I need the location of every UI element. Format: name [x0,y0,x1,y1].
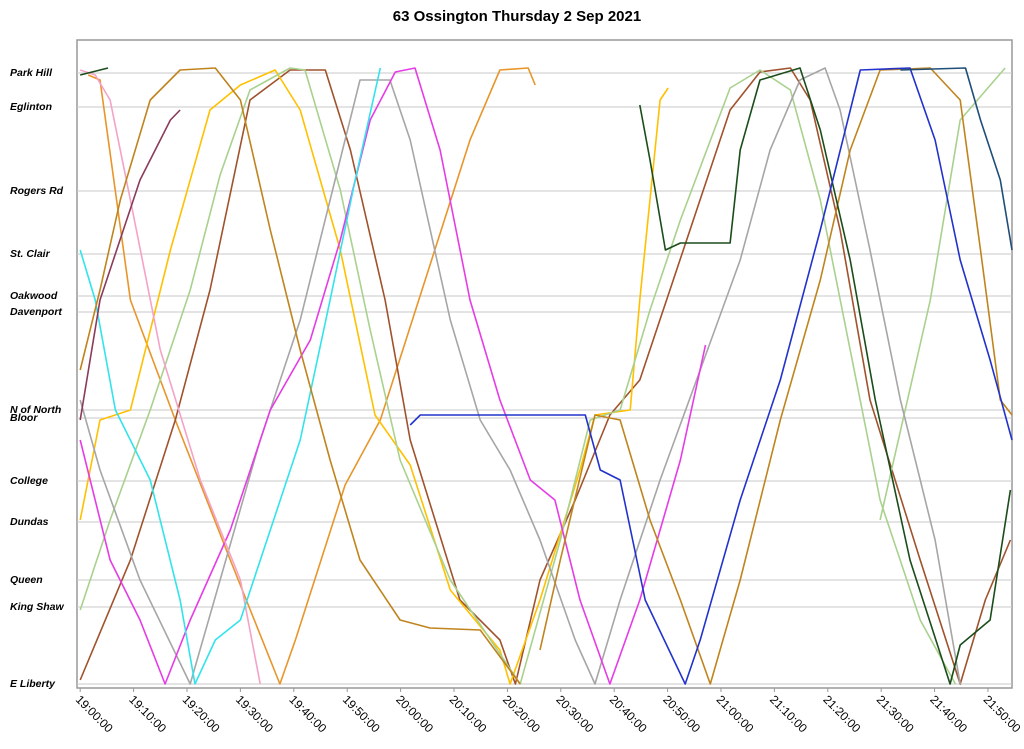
x-tick-label: 20:50:00 [660,692,703,735]
vehicle-trace [900,67,1013,251]
x-tick-label: 20:30:00 [553,692,596,735]
y-tick-label: Park Hill [10,67,53,79]
x-tick-label: 21:50:00 [981,692,1024,735]
vehicle-trace [80,67,109,76]
vehicle-trace [79,69,669,685]
vehicle-trace [79,67,1012,685]
vehicle-trace [79,67,957,685]
x-tick-label: 19:10:00 [126,692,169,735]
y-tick-label: Oakwood [10,290,58,302]
x-tick-label: 21:40:00 [927,692,970,735]
plot-frame [76,39,1013,689]
x-tick-label: 21:30:00 [874,692,917,735]
y-tick-label: E Liberty [10,678,56,690]
x-tick-label: 20:10:00 [447,692,490,735]
vehicle-trace [79,67,707,685]
vehicle-trace [539,67,1013,685]
x-tick-label: 19:50:00 [340,692,383,735]
x-tick-label: 20:20:00 [500,692,543,735]
x-tick-label: 21:00:00 [714,692,757,735]
y-tick-label: Eglinton [10,101,52,113]
vehicle-trace [79,109,181,421]
x-tick-label: 20:40:00 [607,692,650,735]
y-tick-label: College [10,475,48,487]
vehicle-trace [87,67,536,685]
vehicle-trace [79,67,382,685]
x-tick-label: 21:10:00 [767,692,810,735]
y-tick-label: Dundas [10,516,49,528]
y-tick-label: King Shaw [10,601,65,613]
y-tick-label: Davenport [10,306,62,318]
vehicle-trace [639,67,1012,685]
vehicle-trace [79,67,521,685]
chart-title: 63 Ossington Thursday 2 Sep 2021 [393,8,641,25]
x-tick-label: 21:20:00 [820,692,863,735]
vehicle-trace [79,69,261,685]
x-tick-label: 19:00:00 [73,692,116,735]
x-tick-label: 19:20:00 [180,692,223,735]
x-tick-label: 19:30:00 [233,692,276,735]
y-tick-label: Bloor [10,412,38,424]
y-tick-label: St. Clair [10,248,51,260]
vehicle-trace [879,67,1006,521]
x-tick-label: 20:00:00 [393,692,436,735]
vehicle-trace [409,67,1013,685]
x-tick-label: 19:40:00 [286,692,329,735]
y-tick-label: Rogers Rd [10,185,64,197]
y-tick-label: N of North [10,404,61,416]
vehicle-trace [79,67,961,685]
y-tick-label: Queen [10,574,43,586]
